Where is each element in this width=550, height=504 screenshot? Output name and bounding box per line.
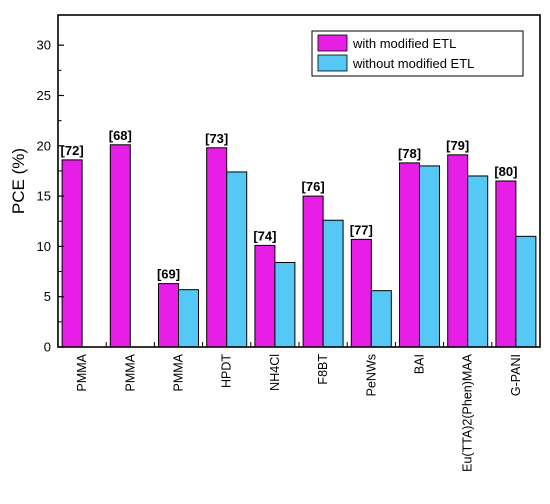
reference-label: [77]: [350, 222, 373, 237]
bar-with-modified: [350, 238, 372, 348]
x-axis: PMMA PMMA PMMA HPDT NH4Cl F8BT PeNWs BAI Eu(TTA)…: [75, 342, 523, 472]
bar-without-modified: [322, 219, 344, 348]
bar-with-modified: [206, 147, 228, 348]
reference-label: [73]: [205, 131, 228, 146]
reference-label: [78]: [398, 146, 421, 161]
bar-with-modified: [61, 159, 83, 348]
bar-without-modified: [274, 261, 296, 348]
bar-without-modified: [178, 289, 199, 348]
bar-with-modified: [158, 283, 179, 348]
x-category-label: PMMA: [172, 353, 186, 391]
y-tick-label: 15: [37, 189, 51, 204]
bars-layer: [61, 144, 537, 348]
reference-label: [74]: [253, 228, 276, 243]
labels-layer: [72] [68] [69] [73] [74] [76] [77] [78] [79] [80]: [61, 128, 518, 282]
x-category-label: BAI: [413, 354, 427, 374]
legend-swatch-with-modified: [317, 34, 348, 52]
legend-swatch-without-modified: [317, 54, 348, 72]
y-tick-label: 0: [44, 340, 51, 355]
y-axis: 0 5 10 15 20 25 30: [37, 38, 64, 355]
x-category-label: G-PANI: [509, 354, 523, 396]
y-tick-label: 20: [37, 138, 51, 153]
bar-with-modified: [447, 154, 469, 348]
reference-label: [79]: [446, 138, 469, 153]
bar-without-modified: [226, 171, 248, 348]
bar-without-modified: [515, 235, 537, 348]
y-tick-label: 30: [37, 38, 51, 53]
bar-with-modified: [109, 144, 131, 348]
reference-label: [72]: [61, 143, 84, 158]
legend-label-with-modified: with modified ETL: [352, 36, 456, 51]
reference-label: [68]: [109, 128, 132, 143]
bar-with-modified: [302, 195, 324, 348]
x-category-label: PMMA: [75, 353, 89, 391]
x-category-label: NH4Cl: [268, 354, 282, 391]
x-category-label: Eu(TTA)2(Phen)MAA: [461, 353, 475, 472]
bar-without-modified: [370, 290, 392, 348]
bar-with-modified: [254, 244, 276, 348]
reference-label: [69]: [157, 267, 180, 282]
legend-label-without-modified: without modified ETL: [352, 56, 474, 71]
x-category-label: PeNWs: [364, 354, 378, 396]
x-category-label: PMMA: [123, 353, 137, 391]
y-tick-label: 25: [37, 88, 51, 103]
y-tick-label: 10: [37, 239, 51, 254]
reference-label: [80]: [494, 164, 517, 179]
y-tick-label: 5: [44, 289, 51, 304]
bar-without-modified: [419, 165, 440, 348]
bar-with-modified: [495, 180, 517, 348]
x-category-label: F8BT: [316, 354, 330, 385]
legend: with modified ETL without modified ETL: [311, 30, 524, 77]
y-axis-title: PCE (%): [9, 148, 28, 214]
bar-with-modified: [399, 162, 420, 348]
x-category-label: HPDT: [220, 354, 234, 388]
bar-without-modified: [467, 175, 489, 348]
reference-label: [76]: [302, 179, 325, 194]
